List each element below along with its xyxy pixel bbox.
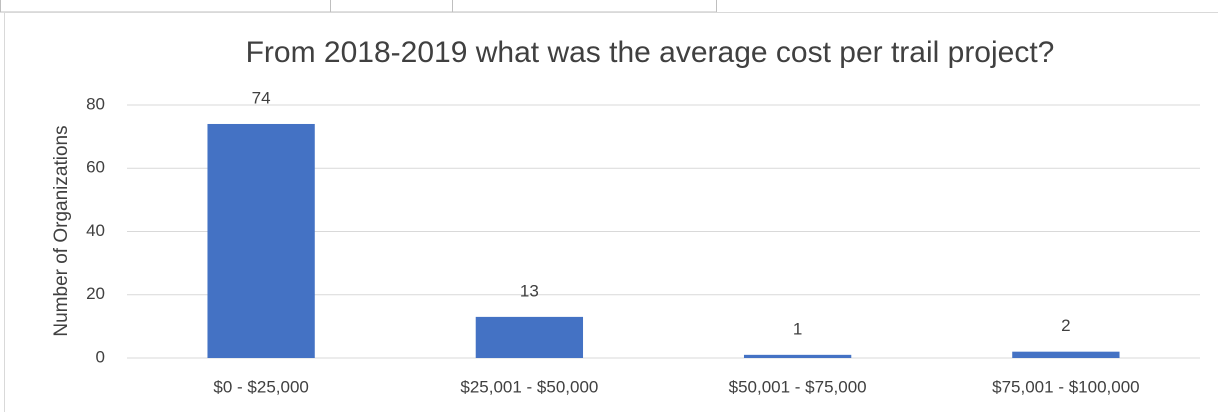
y-tick-label: 60: [86, 158, 105, 177]
data-label: 13: [520, 281, 539, 300]
bar: [207, 123, 315, 358]
y-tick-label: 0: [96, 347, 105, 366]
chart-border: [4, 12, 1218, 412]
x-tick-label: $25,001 - $50,000: [460, 377, 598, 396]
data-label: 1: [793, 319, 802, 338]
data-label: 74: [252, 88, 271, 107]
data-label: 2: [1061, 316, 1070, 335]
cell: [452, 0, 717, 13]
x-tick-label: $75,001 - $100,000: [992, 377, 1139, 396]
bar: [475, 316, 584, 358]
y-tick-label: 80: [86, 94, 105, 113]
chart-title: From 2018-2019 what was the average cost…: [246, 36, 1055, 69]
y-tick-label: 20: [86, 284, 105, 303]
cell: [330, 0, 453, 13]
x-tick-label: $50,001 - $75,000: [729, 377, 867, 396]
y-axis-title: Number of Organizations: [51, 125, 72, 336]
bar: [743, 354, 852, 358]
sheet-cells: [0, 0, 717, 13]
cell: [0, 0, 331, 13]
x-tick-label: $0 - $25,000: [213, 377, 308, 396]
bar: [1012, 351, 1120, 358]
y-tick-label: 40: [86, 221, 105, 240]
